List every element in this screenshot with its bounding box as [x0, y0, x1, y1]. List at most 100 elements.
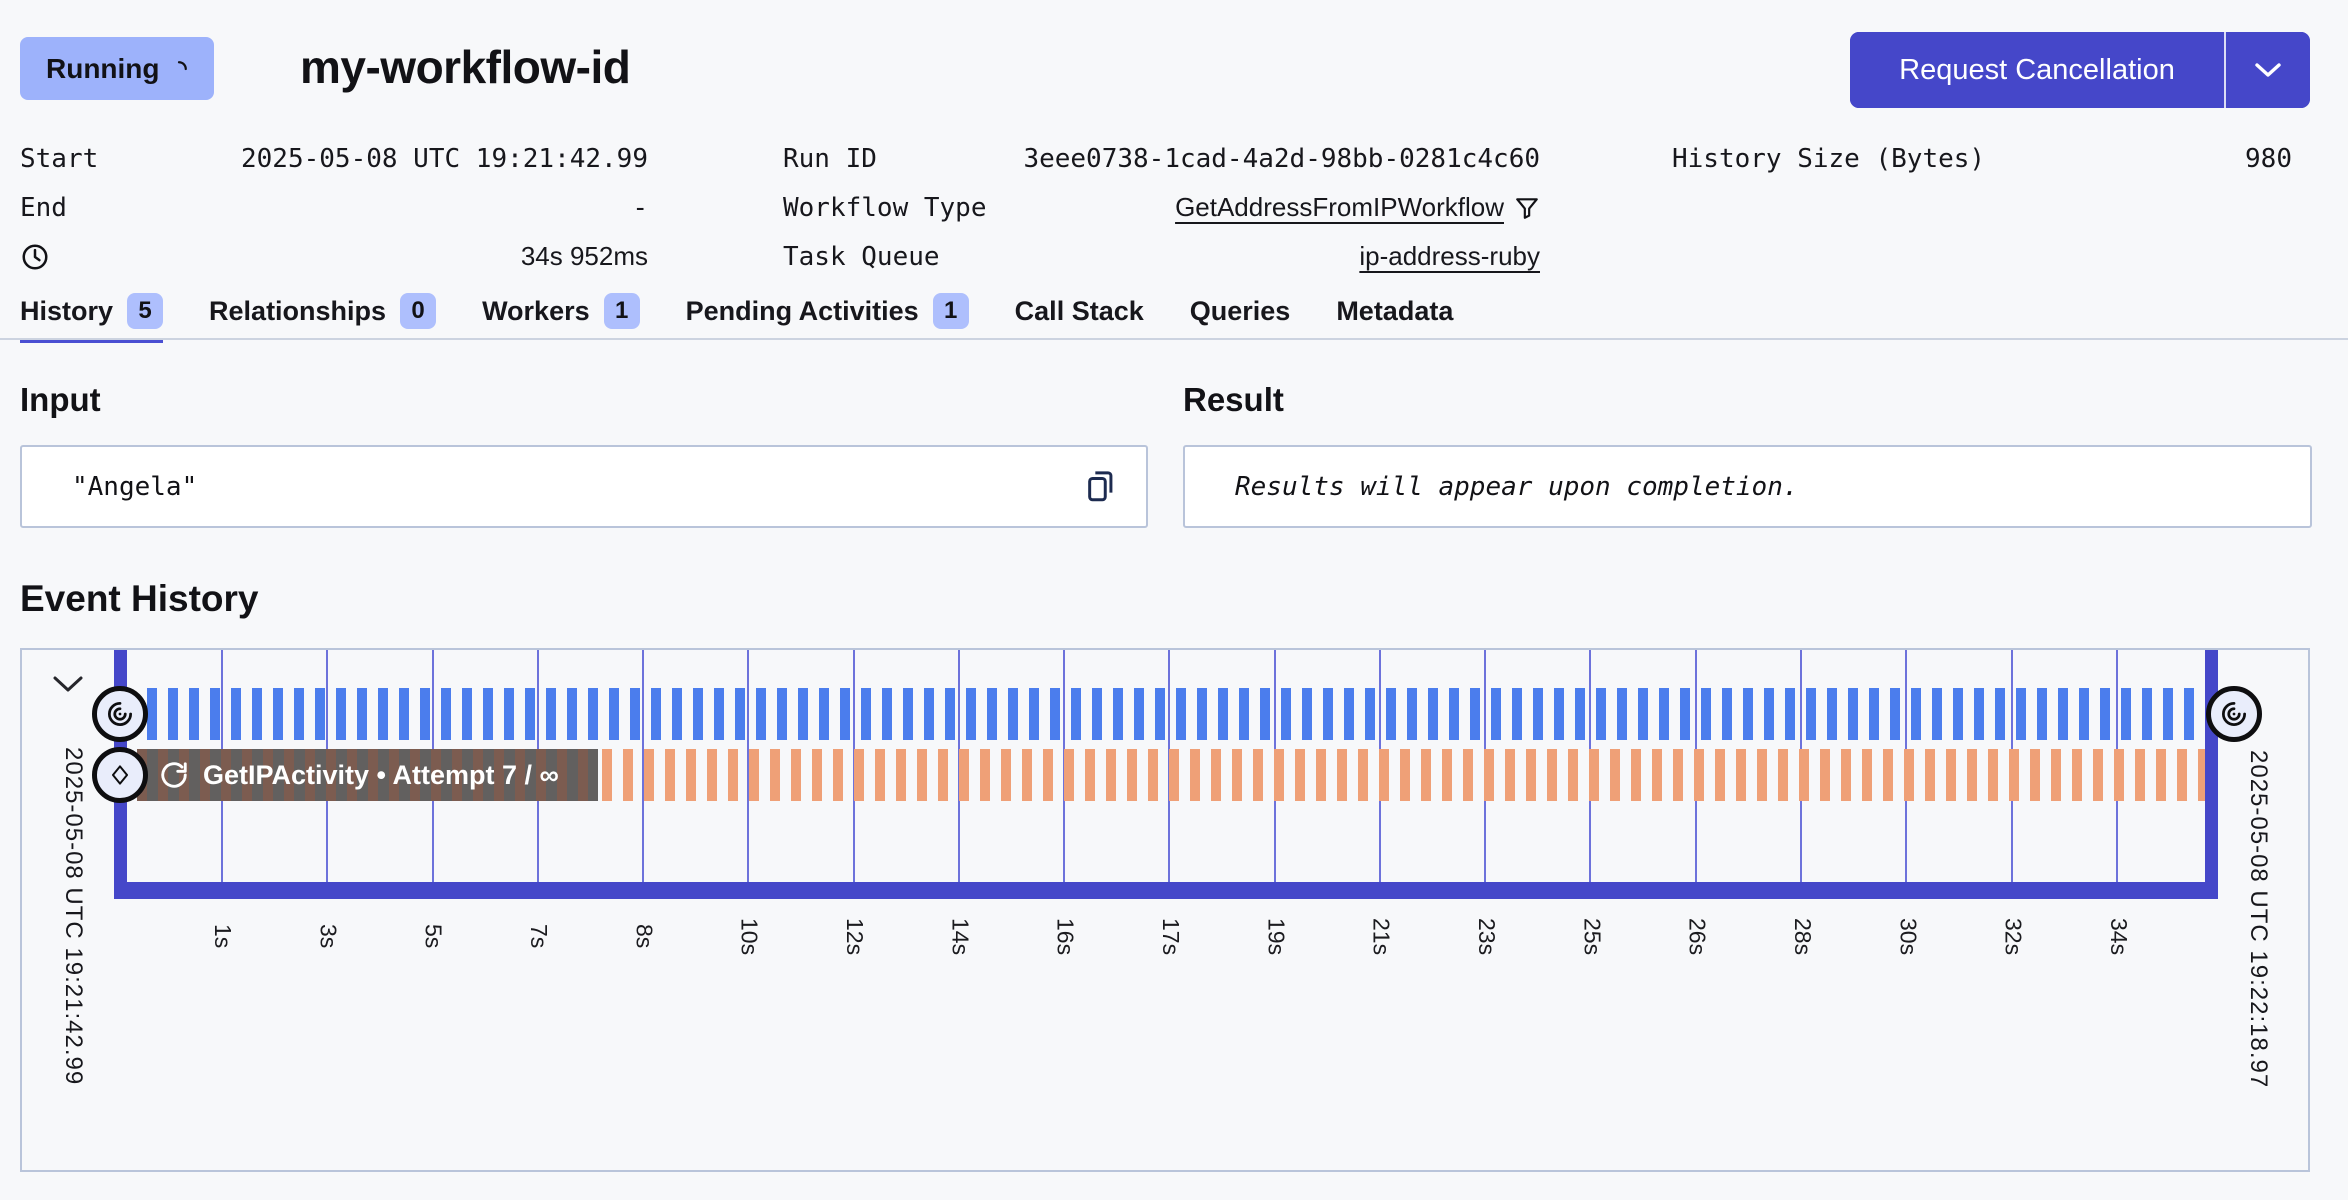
- run-id-label: Run ID: [783, 143, 877, 174]
- filter-icon[interactable]: [1514, 195, 1540, 221]
- detail-row-end: End -: [20, 183, 648, 232]
- result-placeholder: Results will appear upon completion.: [1235, 471, 1799, 502]
- chevron-down-icon: [53, 676, 83, 692]
- axis-tick-label: 23s: [1473, 918, 1500, 956]
- axis-tick-label: 30s: [1895, 918, 1922, 956]
- tab-relationships[interactable]: Relationships 0: [209, 293, 437, 343]
- tab-workers[interactable]: Workers 1: [482, 293, 640, 343]
- copy-icon: [1088, 470, 1113, 501]
- task-queue-label: Task Queue: [783, 241, 940, 272]
- status-badge-label: Running: [46, 52, 160, 84]
- event-history-title: Event History: [20, 578, 259, 619]
- tab-workers-count-badge: 1: [603, 293, 640, 329]
- tab-history-count-badge: 5: [127, 293, 164, 329]
- tab-pending-activities-count-badge: 1: [932, 293, 969, 329]
- tab-relationships-count-badge: 0: [400, 293, 437, 329]
- timeline-start-timestamp: 2025-05-08 UTC 19:21:42.99: [60, 747, 87, 1086]
- timeline-axis-ticks: 1s 3s 5s 7s 8s 10s 12s 14s 16s 17s 19s 2…: [208, 918, 2132, 955]
- timeline-baseline-bar: [114, 882, 2218, 899]
- axis-tick-label: 5s: [420, 924, 447, 949]
- axis-tick-label: 8s: [631, 924, 658, 949]
- page-title: my-workflow-id: [300, 41, 631, 93]
- tab-metadata-label: Metadata: [1336, 295, 1454, 326]
- input-section-title: Input: [20, 381, 101, 418]
- workflow-execution-band[interactable]: [147, 688, 2205, 740]
- detail-row-history-size: History Size (Bytes) 980: [1672, 134, 2292, 183]
- run-id-value: 3eee0738-1cad-4a2d-98bb-0281c4c60: [1023, 143, 1540, 174]
- input-value: "Angela": [72, 471, 198, 502]
- start-value: 2025-05-08 UTC 19:21:42.99: [241, 143, 648, 174]
- detail-row-task-queue: Task Queue ip-address-ruby: [783, 232, 1540, 281]
- details-column-history-size: History Size (Bytes) 980: [1672, 134, 2292, 183]
- axis-tick-label: 7s: [525, 924, 552, 949]
- end-label: End: [20, 192, 67, 223]
- tab-pending-activities-label: Pending Activities: [685, 295, 919, 326]
- workflow-latest-node[interactable]: [2206, 686, 2262, 742]
- tab-pending-activities[interactable]: Pending Activities 1: [686, 293, 969, 343]
- tab-bar-divider: [0, 338, 2348, 340]
- end-value: -: [632, 192, 648, 223]
- detail-row-start: Start 2025-05-08 UTC 19:21:42.99: [20, 134, 648, 183]
- workflow-start-node[interactable]: [92, 686, 148, 742]
- axis-tick-label: 32s: [2000, 918, 2027, 956]
- duration-value: 34s 952ms: [520, 241, 648, 271]
- cancellation-options-caret-button[interactable]: [2224, 32, 2310, 108]
- input-value-box: "Angela": [20, 445, 1148, 528]
- retry-icon: [161, 762, 187, 788]
- status-badge: Running: [20, 37, 214, 100]
- request-cancellation-button[interactable]: Request Cancellation: [1850, 32, 2224, 108]
- activity-retry-band[interactable]: [602, 749, 2205, 801]
- spiral-icon: [108, 702, 132, 726]
- detail-row-duration: 34s 952ms: [20, 232, 648, 281]
- timeline-end-bar: [2205, 650, 2218, 899]
- axis-tick-label: 25s: [1579, 918, 1606, 956]
- request-cancellation-split-button: Request Cancellation: [1850, 32, 2310, 108]
- start-label: Start: [20, 143, 99, 174]
- tab-history[interactable]: History 5: [20, 293, 164, 343]
- axis-tick-label: 17s: [1157, 918, 1184, 956]
- tab-relationships-label: Relationships: [209, 295, 387, 326]
- axis-tick-label: 1s: [210, 924, 236, 949]
- details-column-times: Start 2025-05-08 UTC 19:21:42.99 End - 3…: [20, 134, 648, 281]
- axis-tick-label: 26s: [1684, 918, 1711, 956]
- spiral-icon: [2222, 702, 2246, 726]
- detail-row-run-id: Run ID 3eee0738-1cad-4a2d-98bb-0281c4c60: [783, 134, 1540, 183]
- timeline-collapse-button[interactable]: [50, 674, 86, 697]
- axis-tick-label: 16s: [1052, 918, 1079, 956]
- axis-tick-label: 10s: [736, 918, 763, 956]
- tab-workers-label: Workers: [482, 295, 590, 326]
- activity-bar[interactable]: GetIPActivity • Attempt 7 / ∞: [137, 749, 598, 801]
- axis-tick-label: 21s: [1368, 918, 1395, 956]
- result-section-title: Result: [1183, 381, 1284, 418]
- history-size-value: 980: [2245, 143, 2292, 174]
- activity-bar-label: GetIPActivity • Attempt 7 / ∞: [203, 759, 559, 790]
- tab-queries[interactable]: Queries: [1190, 293, 1291, 343]
- task-queue-link[interactable]: ip-address-ruby: [1359, 241, 1540, 271]
- activity-node[interactable]: [92, 747, 148, 803]
- workflow-type-label: Workflow Type: [783, 192, 987, 223]
- timeline-end-timestamp: 2025-05-08 UTC 19:22:18.97: [2245, 750, 2272, 1089]
- axis-tick-label: 34s: [2105, 918, 2132, 956]
- diamond-icon: [111, 765, 129, 785]
- tab-call-stack-label: Call Stack: [1014, 295, 1144, 326]
- tab-queries-label: Queries: [1189, 295, 1291, 326]
- event-history-timeline: GetIPActivity • Attempt 7 / ∞ 2025-05-: [20, 648, 2310, 1172]
- result-value-box: Results will appear upon completion.: [1183, 445, 2312, 528]
- axis-tick-label: 12s: [841, 918, 868, 956]
- tab-metadata[interactable]: Metadata: [1336, 293, 1453, 343]
- chevron-down-icon: [2255, 63, 2281, 77]
- axis-tick-label: 14s: [947, 918, 974, 956]
- axis-tick-label: 28s: [1789, 918, 1816, 956]
- workflow-type-link[interactable]: GetAddressFromIPWorkflow: [1175, 192, 1504, 222]
- clock-icon: [22, 244, 48, 269]
- spinner-icon: [177, 60, 187, 70]
- history-size-label: History Size (Bytes): [1672, 143, 1986, 174]
- axis-tick-label: 19s: [1263, 918, 1290, 956]
- detail-row-workflow-type: Workflow Type GetAddressFromIPWorkflow: [783, 183, 1540, 232]
- copy-input-button[interactable]: [1080, 466, 1122, 508]
- axis-tick-label: 3s: [315, 924, 342, 949]
- tab-call-stack[interactable]: Call Stack: [1015, 293, 1144, 343]
- tab-history-label: History: [20, 295, 114, 326]
- details-column-workflow: Run ID 3eee0738-1cad-4a2d-98bb-0281c4c60…: [783, 134, 1540, 281]
